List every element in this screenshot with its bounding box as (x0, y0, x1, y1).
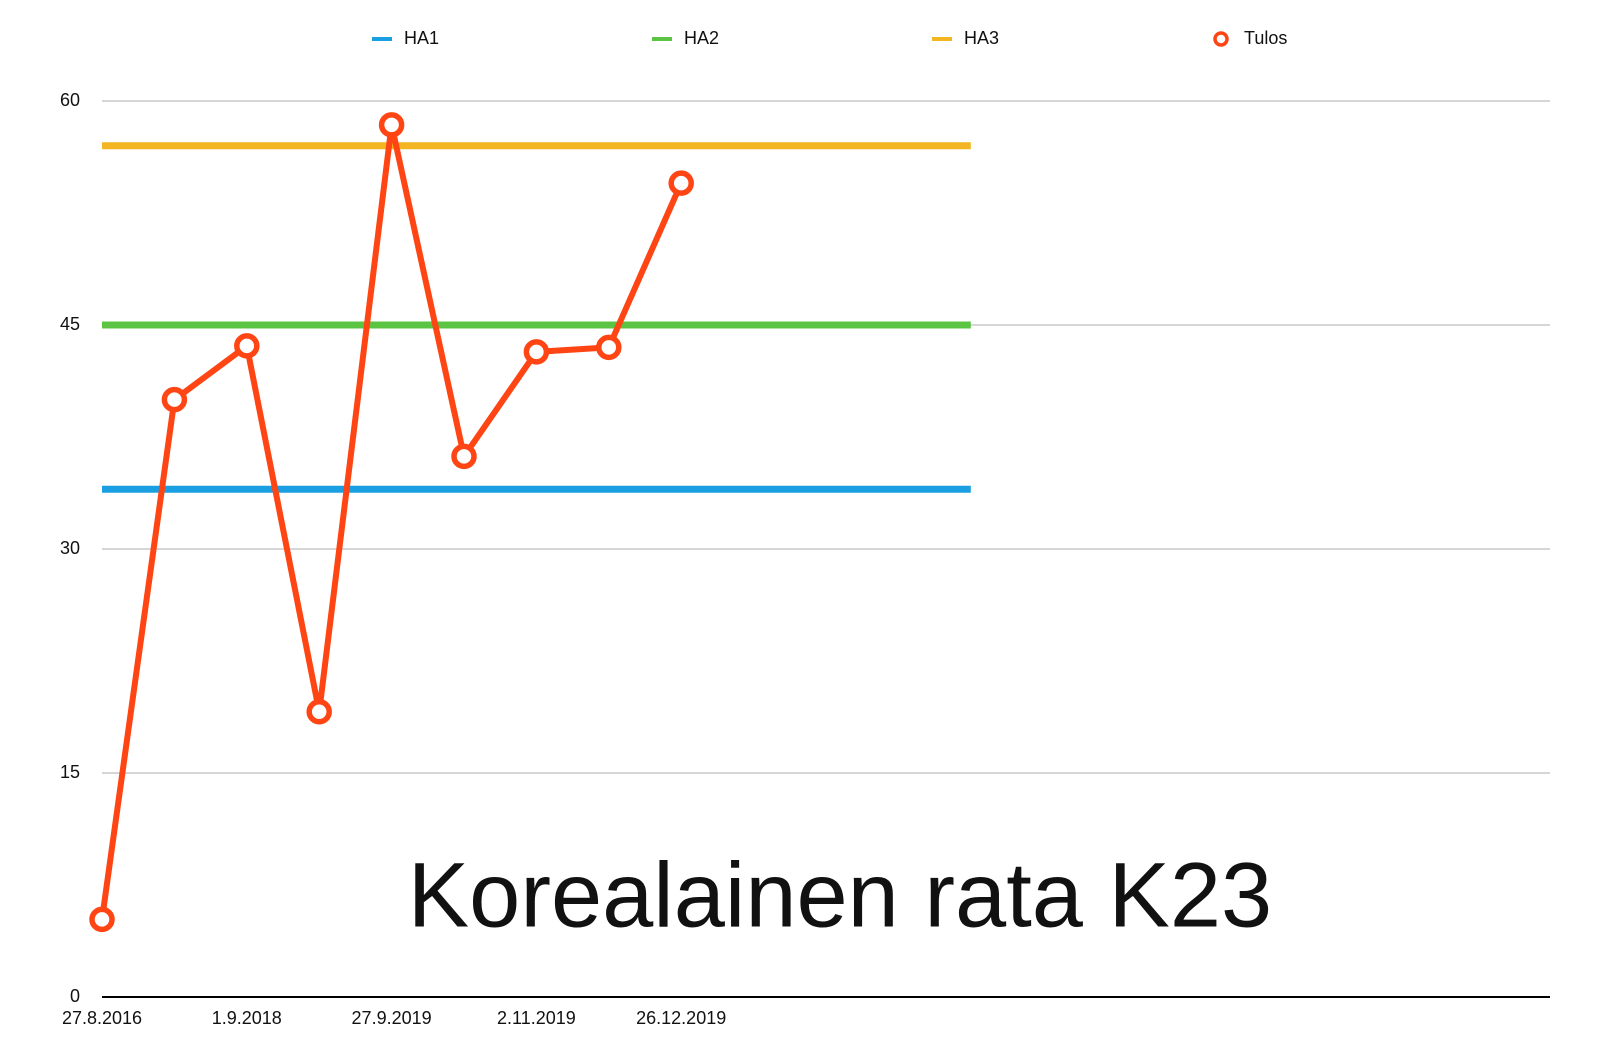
point-marker (668, 170, 694, 196)
legend-marker (1213, 31, 1229, 47)
x-tick-label: 1.9.2018 (212, 1008, 282, 1028)
y-tick-label: 0 (70, 986, 80, 1006)
point-marker (161, 386, 188, 413)
legend-label: Tulos (1244, 28, 1287, 48)
y-tick-label: 15 (60, 762, 80, 782)
x-tick-label: 27.8.2016 (62, 1008, 142, 1028)
legend-label: HA2 (684, 28, 719, 48)
y-tick-label: 60 (60, 90, 80, 110)
legend-label: HA3 (964, 28, 999, 48)
point-marker (451, 443, 477, 470)
point-marker (306, 699, 332, 725)
x-tick-label: 27.9.2019 (352, 1008, 432, 1028)
y-tick-label: 45 (60, 314, 80, 334)
point-marker (523, 339, 550, 365)
legend-label: HA1 (404, 28, 439, 48)
y-tick-label: 30 (60, 538, 80, 558)
x-tick-label: 2.11.2019 (497, 1008, 576, 1028)
point-marker (378, 112, 405, 138)
x-tick-label: 26.12.2019 (636, 1008, 726, 1028)
chart-title: Korealainen rata K23 (408, 844, 1272, 946)
point-marker (596, 334, 622, 361)
point-marker (234, 333, 260, 359)
point-marker (89, 906, 115, 933)
series-line (99, 121, 684, 920)
